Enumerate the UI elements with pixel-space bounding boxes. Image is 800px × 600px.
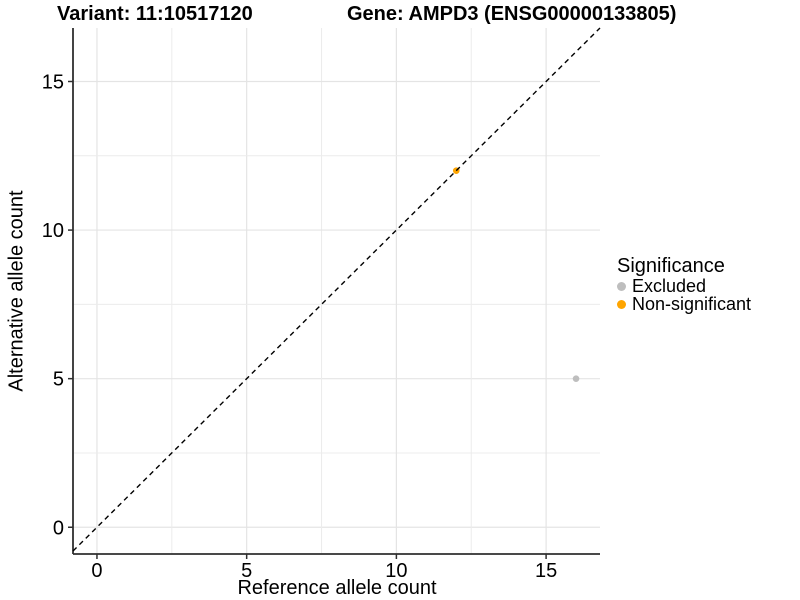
legend-item-label: Excluded <box>632 276 707 296</box>
y-tick-label: 0 <box>53 517 64 539</box>
x-axis-label: Reference allele count <box>237 577 437 599</box>
plot-title-gene: Gene: AMPD3 (ENSG00000133805) <box>347 3 677 25</box>
x-tick-label: 15 <box>535 560 557 582</box>
legend-dot <box>617 281 626 291</box>
legend-title: Significance <box>617 255 725 277</box>
x-tick-label: 0 <box>91 560 102 582</box>
plot-title-variant: Variant: 11:10517120 <box>57 3 253 25</box>
y-axis-label: Alternative allele count <box>5 190 28 392</box>
y-tick-label: 15 <box>42 71 64 93</box>
legend-item-label: Non-significant <box>632 294 752 314</box>
legend-dot <box>617 299 626 309</box>
legend: Significance Excluded Non-significant <box>617 256 751 313</box>
y-tick-label: 10 <box>42 220 64 242</box>
y-tick-label: 5 <box>53 369 64 391</box>
legend-item: Non-significant <box>617 295 751 313</box>
x-tick-label: 10 <box>385 560 407 582</box>
x-tick-label: 5 <box>241 560 252 582</box>
legend-items: Excluded Non-significant <box>617 277 751 313</box>
identity-line <box>72 27 601 552</box>
data-point-excluded <box>572 375 580 382</box>
legend-item: Excluded <box>617 277 751 295</box>
